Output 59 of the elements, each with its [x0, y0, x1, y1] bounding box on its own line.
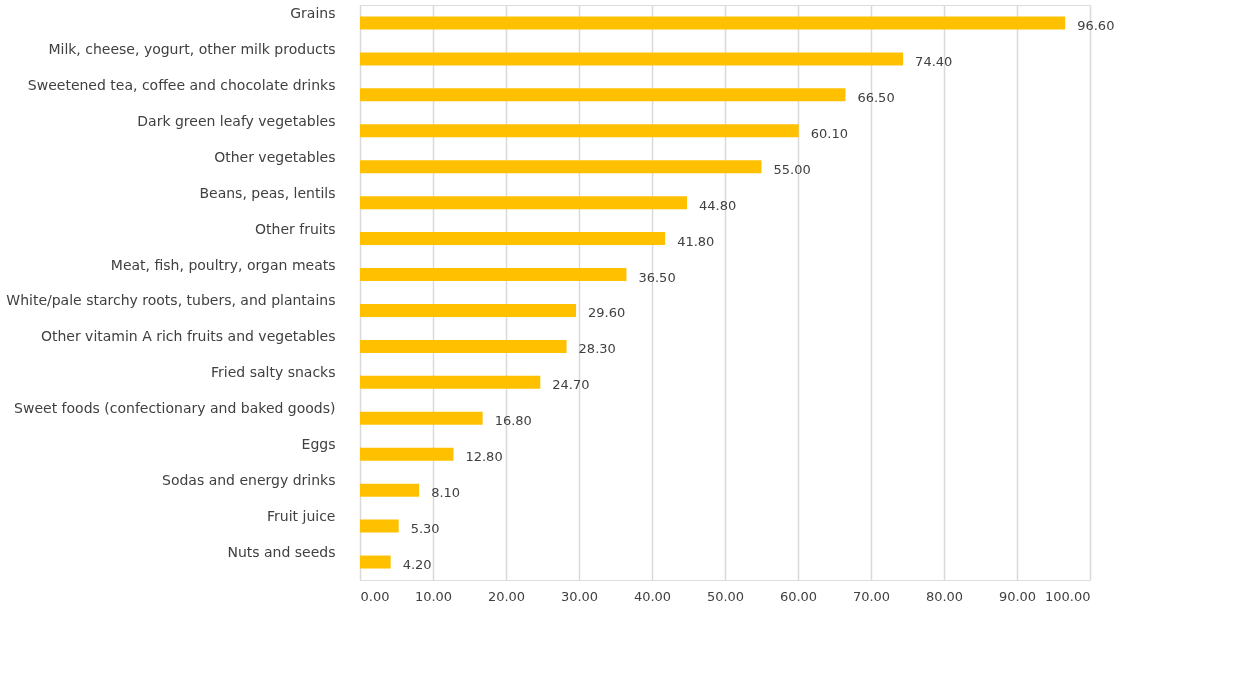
- bar: [360, 375, 541, 389]
- x-tick-label: 30.00: [560, 588, 599, 604]
- data-label: 41.80: [677, 233, 715, 249]
- y-tick-label: Eggs: [301, 436, 336, 453]
- bar: [360, 411, 483, 425]
- bar: [360, 447, 454, 461]
- bar: [360, 196, 688, 210]
- data-label: 16.80: [494, 413, 532, 429]
- y-tick-label: Meat, fish, poultry, organ meats: [110, 256, 336, 273]
- x-tick-label: 100.00: [1045, 588, 1091, 604]
- bar: [360, 232, 666, 246]
- bar: [360, 16, 1066, 30]
- data-label: 5.30: [410, 521, 440, 537]
- data-label: 74.40: [915, 53, 953, 69]
- data-label: 36.50: [638, 269, 676, 285]
- bar: [360, 88, 846, 102]
- x-tick-label: 70.00: [852, 588, 891, 604]
- y-tick-label: Sodas and energy drinks: [162, 472, 336, 489]
- data-label: 4.20: [402, 557, 432, 573]
- bar: [360, 160, 762, 174]
- bar: [360, 52, 904, 66]
- y-tick-label: Milk, cheese, yogurt, other milk products: [48, 40, 336, 57]
- data-label: 96.60: [1077, 17, 1115, 33]
- x-tick-label: 90.00: [998, 588, 1037, 604]
- x-tick-label: 50.00: [706, 588, 745, 604]
- y-tick-label: Beans, peas, lentils: [199, 184, 336, 201]
- data-label: 29.60: [588, 305, 626, 321]
- x-tick-label: 0.00: [360, 588, 390, 604]
- data-label: 66.50: [857, 89, 895, 105]
- bar: [360, 555, 391, 569]
- data-label: 60.10: [810, 125, 848, 141]
- bar: [360, 339, 567, 353]
- y-tick-label: Grains: [290, 4, 336, 21]
- x-tick-label: 60.00: [779, 588, 818, 604]
- data-label: 8.10: [431, 485, 461, 501]
- y-tick-label: Fruit juice: [267, 508, 336, 525]
- y-tick-label: Sweetened tea, coffee and chocolate drinks: [27, 76, 336, 93]
- y-tick-label: Other vegetables: [214, 148, 336, 165]
- bar: [360, 483, 420, 497]
- data-label: 44.80: [699, 197, 737, 213]
- x-tick-label: 20.00: [487, 588, 526, 604]
- y-tick-label: Nuts and seeds: [227, 544, 336, 561]
- x-tick-label: 80.00: [925, 588, 964, 604]
- y-tick-label: Other vitamin A rich fruits and vegetables: [40, 328, 336, 345]
- y-tick-label: Dark green leafy vegetables: [137, 112, 336, 129]
- data-label: 12.80: [465, 449, 503, 465]
- x-tick-label: 10.00: [414, 588, 453, 604]
- bar: [360, 124, 799, 138]
- data-label: 55.00: [773, 161, 811, 177]
- data-label: 24.70: [552, 377, 590, 393]
- y-tick-label: White/pale starchy roots, tubers, and plantains: [6, 292, 336, 309]
- y-tick-label: Sweet foods (confectionary and baked goods): [14, 400, 336, 417]
- x-tick-label: 40.00: [633, 588, 672, 604]
- y-tick-label: Fried salty snacks: [211, 364, 336, 381]
- data-label: 28.30: [578, 341, 616, 357]
- y-tick-label: Other fruits: [255, 220, 336, 237]
- bar: [360, 268, 627, 282]
- bar: [360, 519, 399, 533]
- bar: [360, 303, 577, 317]
